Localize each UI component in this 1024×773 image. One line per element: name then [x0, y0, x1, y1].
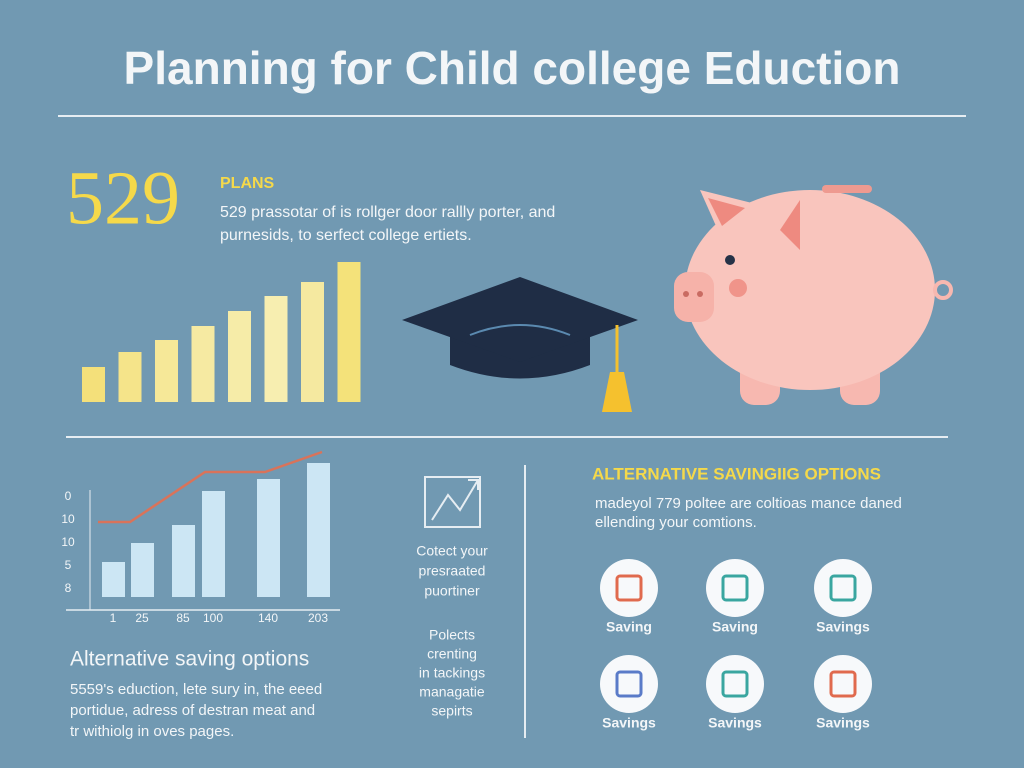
bar	[307, 463, 330, 597]
title: Planning for Child college Eduction	[124, 42, 901, 94]
y-tick-label: 10	[61, 535, 75, 549]
saving-label: Savings	[816, 715, 870, 731]
saving-icon-glyph	[615, 574, 643, 602]
saving-icon-glyph	[829, 670, 857, 698]
middle-text: managatie	[419, 684, 485, 700]
saving-icon	[706, 655, 764, 713]
x-tick-label: 25	[135, 611, 149, 625]
saving-icon	[600, 559, 658, 617]
bar	[191, 326, 215, 402]
x-tick-label: 1	[110, 611, 117, 625]
piggy-bank	[674, 185, 953, 405]
section-title: Alternative saving options	[70, 648, 309, 671]
y-tick-label: 10	[61, 512, 75, 526]
bar	[202, 491, 225, 597]
x-tick-label: 100	[203, 611, 223, 625]
middle-text: Cotect your	[416, 543, 488, 559]
saving-icon	[600, 655, 658, 713]
bar	[82, 367, 105, 402]
bar	[257, 479, 280, 597]
middle-text: in tackings	[419, 665, 485, 681]
section-text: tr withiolg in oves pages.	[70, 723, 234, 740]
section-text: portidue, adress of destran meat and	[70, 702, 315, 719]
bar	[228, 311, 251, 402]
saving-icon	[814, 655, 872, 713]
saving-label: Savings	[602, 715, 656, 731]
saving-icon	[706, 559, 764, 617]
plans-number: 529	[66, 156, 180, 240]
middle-text: sepirts	[431, 703, 472, 719]
saving-icon-glyph	[721, 574, 749, 602]
plans-text: purnesids, to serfect college ertiets.	[220, 227, 472, 244]
trend-line	[98, 450, 323, 524]
alternatives-text: ellending your comtions.	[595, 514, 757, 531]
y-tick-label: 0	[65, 489, 72, 503]
bar	[102, 562, 125, 597]
alternatives-title: ALTERNATIVE SAVINGIIG OPTIONS	[592, 464, 881, 483]
bar	[264, 296, 288, 402]
saving-icon-glyph	[829, 574, 857, 602]
trend-icon	[424, 476, 481, 528]
plans-label: PLANS	[220, 175, 275, 192]
saving-label: Saving	[606, 619, 652, 635]
saving-icon-glyph	[721, 670, 749, 698]
x-tick-label: 203	[308, 611, 328, 625]
x-tick-label: 140	[258, 611, 278, 625]
bar	[131, 543, 154, 597]
y-tick-label: 8	[65, 581, 72, 595]
bar	[301, 282, 324, 402]
y-tick-label: 5	[65, 558, 72, 572]
x-tick-label: 85	[176, 611, 190, 625]
saving-label: Savings	[708, 715, 762, 731]
bar	[118, 352, 142, 402]
graduation-cap	[402, 277, 638, 412]
saving-icon	[814, 559, 872, 617]
saving-label: Savings	[816, 619, 870, 635]
middle-text: puortiner	[424, 583, 480, 599]
plans-text: 529 prassotar of is rollger door rallly …	[220, 204, 555, 221]
bar	[172, 525, 195, 597]
bar	[155, 340, 178, 402]
alternatives-text: madeyol 779 poltee are coltioas mance da…	[595, 495, 902, 512]
bar	[337, 262, 361, 402]
middle-text: presraated	[419, 563, 486, 579]
middle-text: Polects	[429, 627, 475, 643]
section-text: 5559's eduction, lete sury in, the eeed	[70, 681, 322, 698]
middle-text: crenting	[427, 646, 477, 662]
saving-label: Saving	[712, 619, 758, 635]
saving-icon-glyph	[615, 670, 643, 698]
